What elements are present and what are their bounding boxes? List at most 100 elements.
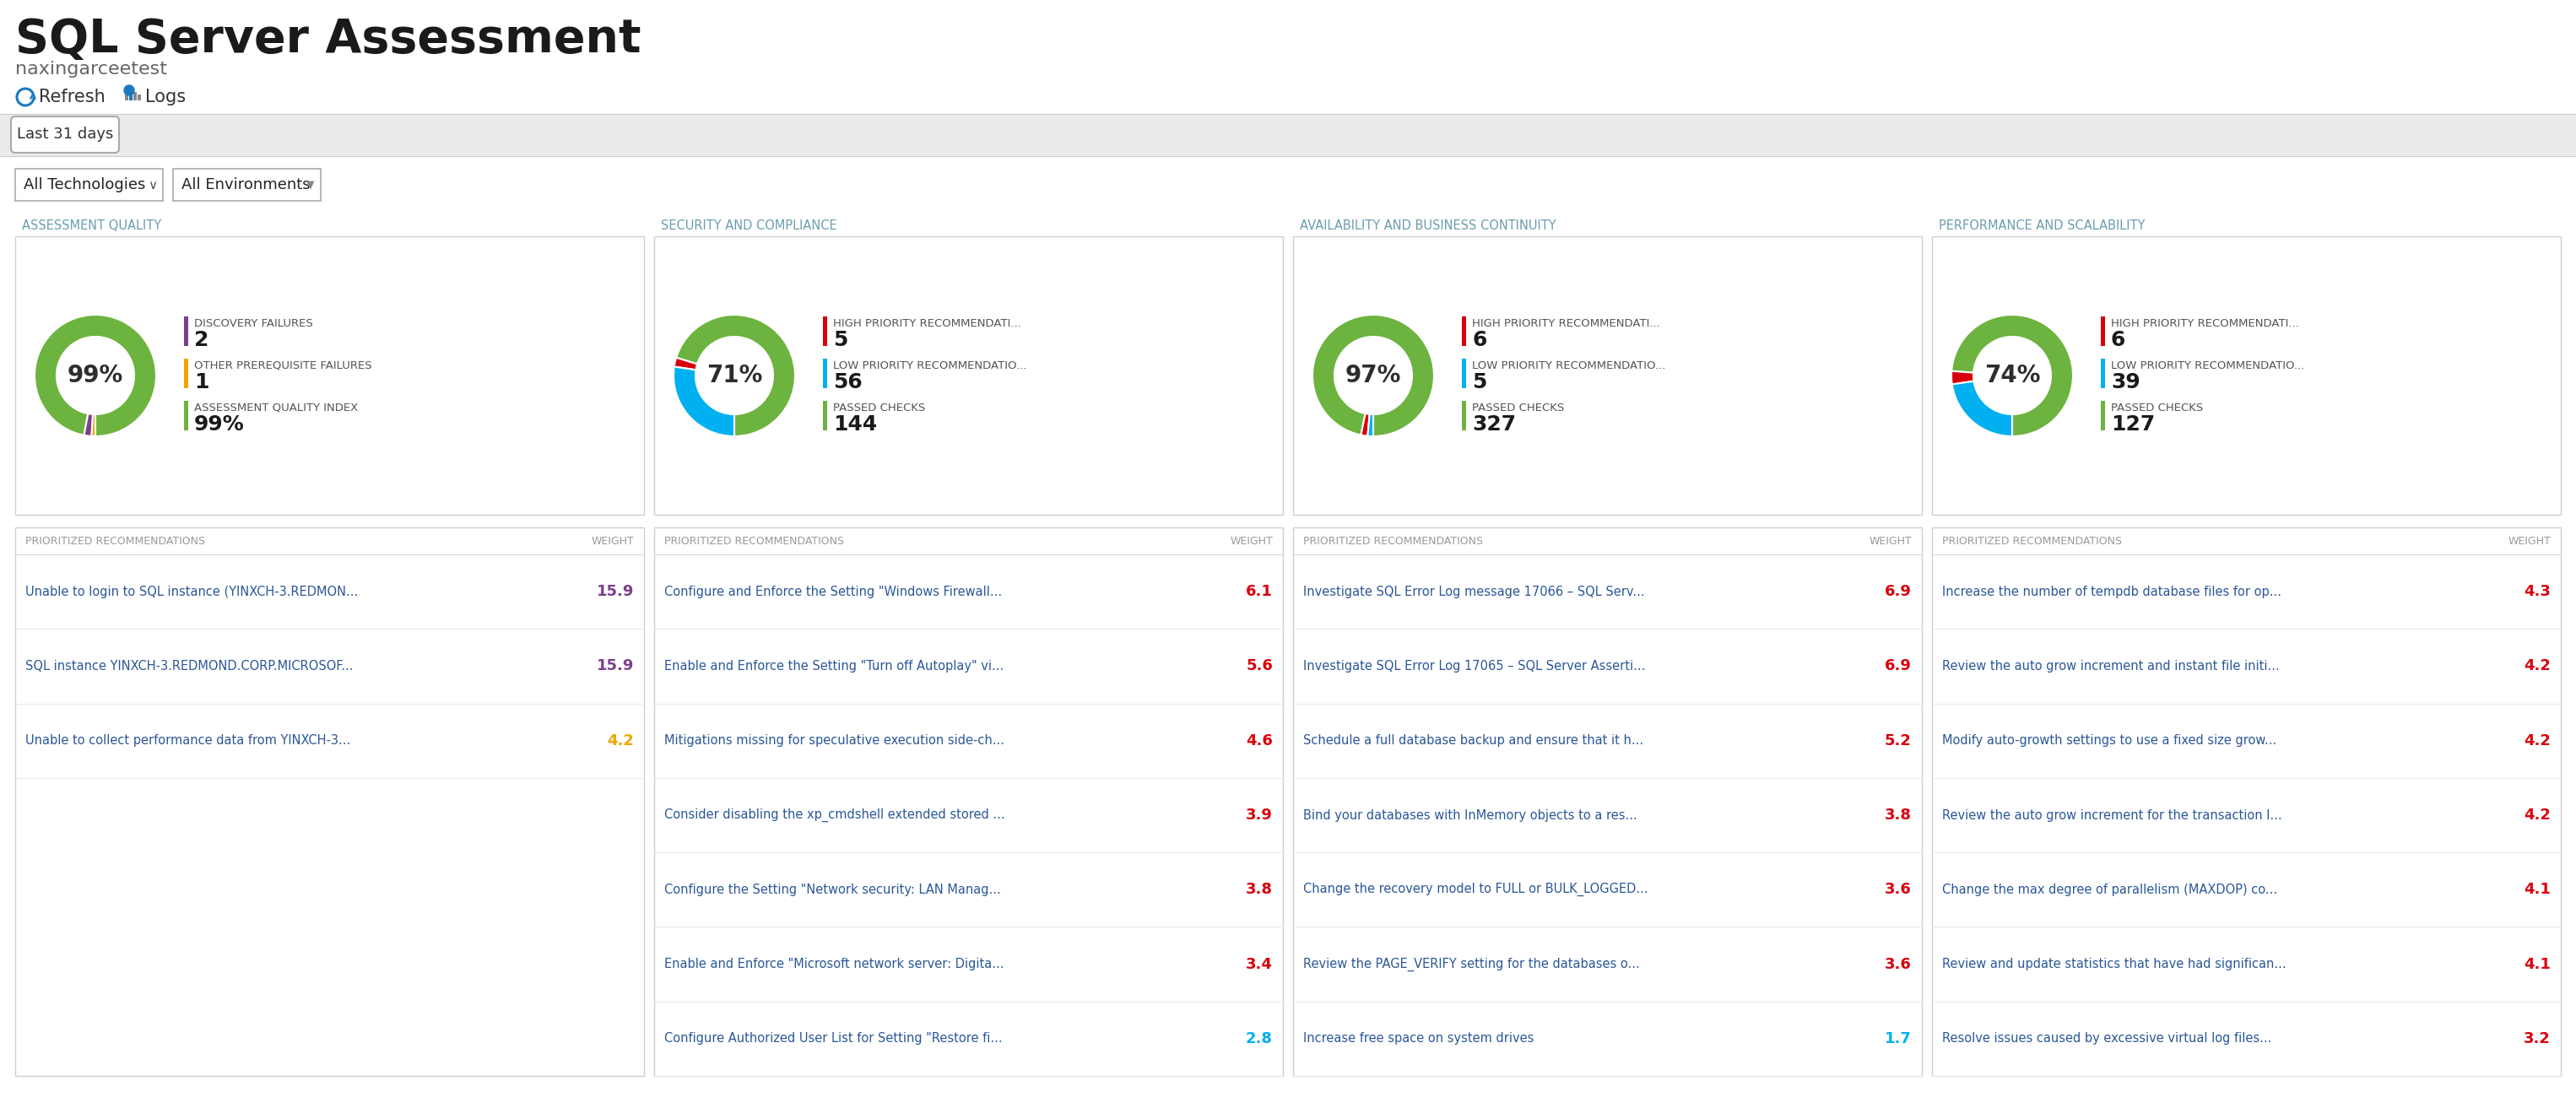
Bar	[15, 169, 162, 201]
Text: HIGH PRIORITY RECOMMENDATI...: HIGH PRIORITY RECOMMENDATI...	[1471, 318, 1659, 329]
Text: PERFORMANCE AND SCALABILITY: PERFORMANCE AND SCALABILITY	[1940, 219, 2146, 233]
Text: 5: 5	[1471, 372, 1486, 393]
Text: ∨: ∨	[147, 179, 157, 191]
Text: HIGH PRIORITY RECOMMENDATI...: HIGH PRIORITY RECOMMENDATI...	[832, 318, 1020, 329]
Text: Configure and Enforce the Setting "Windows Firewall...: Configure and Enforce the Setting "Windo…	[665, 586, 1002, 598]
Text: 6: 6	[2110, 330, 2125, 350]
Text: 15.9: 15.9	[598, 584, 634, 599]
Bar	[1293, 528, 1922, 1076]
Bar	[1461, 316, 1466, 346]
Text: 71%: 71%	[706, 364, 762, 387]
Bar	[137, 94, 142, 101]
Text: Change the max degree of parallelism (MAXDOP) co...: Change the max degree of parallelism (MA…	[1942, 883, 2277, 896]
Text: HIGH PRIORITY RECOMMENDATI...: HIGH PRIORITY RECOMMENDATI...	[2110, 318, 2298, 329]
Wedge shape	[1953, 371, 1973, 384]
Text: Logs: Logs	[144, 89, 185, 105]
Text: Enable and Enforce "Microsoft network server: Digita...: Enable and Enforce "Microsoft network se…	[665, 958, 1005, 971]
Text: PASSED CHECKS: PASSED CHECKS	[2110, 403, 2202, 414]
Text: 3.2: 3.2	[2524, 1031, 2550, 1047]
Bar	[15, 528, 644, 1076]
Bar	[173, 169, 322, 201]
Text: 99%: 99%	[67, 364, 124, 387]
Bar	[654, 236, 1283, 514]
Text: 144: 144	[832, 415, 878, 434]
Text: 3.8: 3.8	[1886, 807, 1911, 823]
Text: Bind your databases with InMemory objects to a res...: Bind your databases with InMemory object…	[1303, 808, 1638, 822]
Bar	[129, 90, 131, 101]
Text: Unable to login to SQL instance (YINXCH-3.REDMON...: Unable to login to SQL instance (YINXCH-…	[26, 586, 358, 598]
Wedge shape	[93, 415, 95, 437]
Text: Enable and Enforce the Setting "Turn off Autoplay" vi...: Enable and Enforce the Setting "Turn off…	[665, 659, 1005, 672]
Text: 6: 6	[1471, 330, 1486, 350]
Text: 4.6: 4.6	[1247, 733, 1273, 748]
Bar	[2102, 359, 2105, 388]
Text: 6.9: 6.9	[1886, 584, 1911, 599]
Text: OTHER PREREQUISITE FAILURES: OTHER PREREQUISITE FAILURES	[193, 360, 371, 371]
Text: LOW PRIORITY RECOMMENDATIO...: LOW PRIORITY RECOMMENDATIO...	[2110, 360, 2306, 371]
Text: PASSED CHECKS: PASSED CHECKS	[832, 403, 925, 414]
Text: 5: 5	[832, 330, 848, 350]
Bar	[0, 114, 2576, 156]
Wedge shape	[1360, 414, 1370, 436]
Text: WEIGHT: WEIGHT	[1870, 535, 1911, 546]
Text: Mitigations missing for speculative execution side-ch...: Mitigations missing for speculative exec…	[665, 734, 1005, 747]
Bar	[1932, 528, 2561, 1076]
Wedge shape	[1368, 415, 1373, 437]
Wedge shape	[672, 366, 734, 437]
Bar	[822, 400, 827, 430]
Text: naxingarceetest: naxingarceetest	[15, 60, 167, 78]
Text: Investigate SQL Error Log message 17066 – SQL Serv...: Investigate SQL Error Log message 17066 …	[1303, 586, 1643, 598]
Text: SECURITY AND COMPLIANCE: SECURITY AND COMPLIANCE	[662, 219, 837, 233]
Text: 3.6: 3.6	[1886, 957, 1911, 972]
Text: Review the PAGE_VERIFY setting for the databases o...: Review the PAGE_VERIFY setting for the d…	[1303, 958, 1641, 971]
Text: LOW PRIORITY RECOMMENDATIO...: LOW PRIORITY RECOMMENDATIO...	[1471, 360, 1667, 371]
Text: 327: 327	[1471, 415, 1517, 434]
Text: 97%: 97%	[1345, 364, 1401, 387]
Text: 4.2: 4.2	[608, 733, 634, 748]
Text: WEIGHT: WEIGHT	[2509, 535, 2550, 546]
Text: Increase free space on system drives: Increase free space on system drives	[1303, 1032, 1533, 1045]
Text: PRIORITIZED RECOMMENDATIONS: PRIORITIZED RECOMMENDATIONS	[1942, 535, 2123, 546]
Bar	[654, 528, 1283, 1076]
Bar	[183, 316, 188, 346]
Text: 5.6: 5.6	[1247, 658, 1273, 674]
Text: 2.8: 2.8	[1247, 1031, 1273, 1047]
Text: 6.1: 6.1	[1247, 584, 1273, 599]
Text: 3.6: 3.6	[1886, 882, 1911, 897]
Text: Change the recovery model to FULL or BULK_LOGGED...: Change the recovery model to FULL or BUL…	[1303, 883, 1649, 896]
Bar	[822, 316, 827, 346]
Bar	[183, 359, 188, 388]
Bar	[822, 359, 827, 388]
Text: Consider disabling the xp_cmdshell extended stored ...: Consider disabling the xp_cmdshell exten…	[665, 808, 1005, 822]
Circle shape	[124, 86, 134, 95]
Text: PRIORITIZED RECOMMENDATIONS: PRIORITIZED RECOMMENDATIONS	[665, 535, 845, 546]
Text: Schedule a full database backup and ensure that it h...: Schedule a full database backup and ensu…	[1303, 734, 1643, 747]
Text: 1.7: 1.7	[1886, 1031, 1911, 1047]
Text: 4.3: 4.3	[2524, 584, 2550, 599]
Bar	[15, 236, 644, 514]
Text: Resolve issues caused by excessive virtual log files...: Resolve issues caused by excessive virtu…	[1942, 1032, 2272, 1045]
Text: 4.2: 4.2	[2524, 658, 2550, 674]
Text: 15.9: 15.9	[598, 658, 634, 674]
FancyBboxPatch shape	[10, 116, 118, 152]
Text: PRIORITIZED RECOMMENDATIONS: PRIORITIZED RECOMMENDATIONS	[26, 535, 206, 546]
Text: All Environments: All Environments	[180, 178, 309, 192]
Bar	[1461, 400, 1466, 430]
Wedge shape	[33, 315, 157, 437]
Wedge shape	[1953, 381, 2012, 437]
Text: 99%: 99%	[193, 415, 245, 434]
Text: ASSESSMENT QUALITY INDEX: ASSESSMENT QUALITY INDEX	[193, 403, 358, 414]
Text: 3.9: 3.9	[1247, 807, 1273, 823]
Wedge shape	[677, 315, 796, 437]
Bar	[2102, 400, 2105, 430]
Text: WEIGHT: WEIGHT	[590, 535, 634, 546]
Bar	[1293, 236, 1922, 514]
Bar	[1461, 359, 1466, 388]
Text: Modify auto-growth settings to use a fixed size grow...: Modify auto-growth settings to use a fix…	[1942, 734, 2277, 747]
Wedge shape	[85, 414, 93, 437]
Text: 3.4: 3.4	[1247, 957, 1273, 972]
Text: 6.9: 6.9	[1886, 658, 1911, 674]
Text: 74%: 74%	[1984, 364, 2040, 387]
Text: ▼: ▼	[307, 179, 314, 190]
Text: Review the auto grow increment for the transaction l...: Review the auto grow increment for the t…	[1942, 808, 2282, 822]
